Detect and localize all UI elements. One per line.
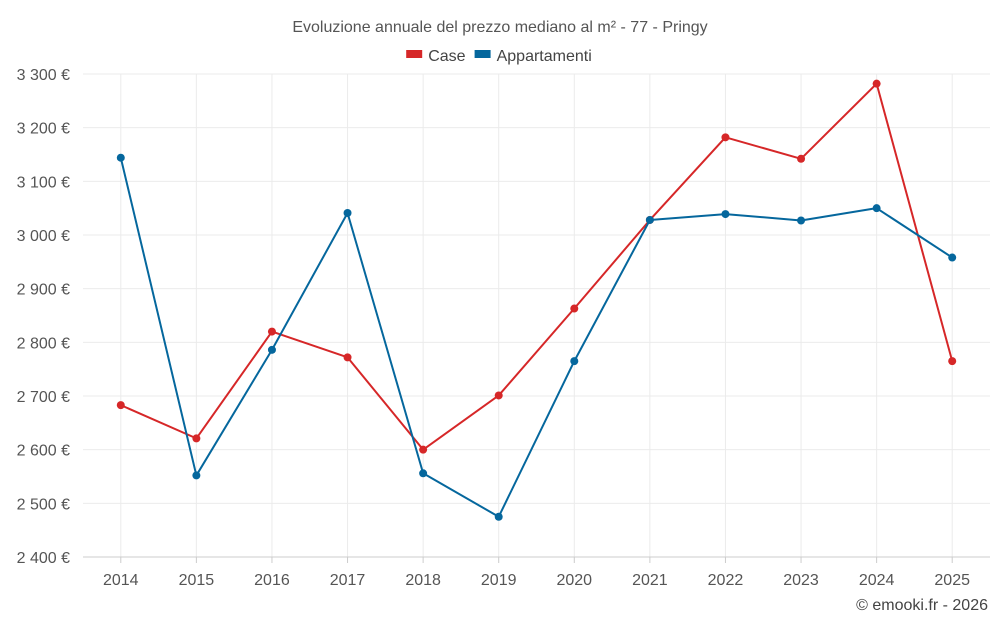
x-tick-label: 2015 (179, 572, 215, 589)
x-tick-label: 2023 (783, 572, 819, 589)
legend-label: Case (428, 48, 465, 65)
x-axis: 2014 2015 2016 2017 2018 2019 2020 2021 2022 2023… (83, 556, 990, 589)
data-point-case[interactable] (797, 154, 806, 163)
y-tick-label: 3 200 € (17, 121, 70, 138)
chart-title: Evoluzione annuale del prezzo mediano al… (292, 19, 707, 36)
series-layer (116, 79, 957, 521)
data-point-appartamenti[interactable] (948, 253, 957, 262)
y-tick-label: 2 900 € (17, 282, 70, 299)
chart-credit: © emooki.fr - 2026 (856, 597, 988, 614)
x-tick-label: 2025 (934, 572, 970, 589)
data-point-case[interactable] (192, 434, 201, 443)
grid (83, 73, 990, 557)
data-point-case[interactable] (872, 79, 881, 88)
data-point-case[interactable] (419, 445, 428, 454)
data-point-appartamenti[interactable] (570, 357, 579, 366)
legend-item-appartamenti[interactable]: Appartamenti (474, 48, 592, 65)
y-tick-label: 2 400 € (17, 550, 70, 567)
data-point-appartamenti[interactable] (267, 345, 276, 354)
data-point-case[interactable] (570, 304, 579, 313)
y-tick-label: 2 600 € (17, 443, 70, 460)
y-tick-label: 3 100 € (17, 174, 70, 191)
data-point-case[interactable] (267, 327, 276, 336)
data-point-appartamenti[interactable] (721, 210, 730, 219)
data-point-appartamenti[interactable] (343, 208, 352, 217)
x-tick-label: 2016 (254, 572, 290, 589)
series-line-case (120, 82, 954, 451)
legend-swatch (406, 50, 423, 58)
x-tick-label: 2022 (708, 572, 744, 589)
legend-swatch (474, 50, 491, 58)
data-point-case[interactable] (343, 353, 352, 362)
x-tick-label: 2024 (859, 572, 895, 589)
y-tick-label: 2 500 € (17, 496, 70, 513)
data-point-appartamenti[interactable] (419, 469, 428, 478)
data-point-case[interactable] (721, 133, 730, 142)
data-point-appartamenti[interactable] (645, 215, 654, 224)
x-tick-label: 2014 (103, 572, 139, 589)
x-tick-label: 2020 (556, 572, 592, 589)
x-tick-label: 2021 (632, 572, 668, 589)
y-tick-label: 3 000 € (17, 228, 70, 245)
y-tick-label: 2 800 € (17, 335, 70, 352)
x-tick-label: 2018 (405, 572, 441, 589)
y-axis: 2 400 € 2 500 € 2 600 € 2 700 € 2 800 € 2 900… (17, 67, 70, 567)
x-tick-label: 2017 (330, 572, 366, 589)
data-point-appartamenti[interactable] (872, 204, 881, 213)
y-tick-label: 3 300 € (17, 67, 70, 84)
data-point-appartamenti[interactable] (116, 153, 125, 162)
series-line-appartamenti (119, 157, 953, 518)
data-point-appartamenti[interactable] (494, 512, 503, 521)
data-point-case[interactable] (948, 357, 957, 366)
x-tick-label: 2019 (481, 572, 517, 589)
data-point-case[interactable] (494, 391, 503, 400)
data-point-appartamenti[interactable] (192, 471, 201, 480)
legend: Case Appartamenti (406, 48, 592, 65)
data-point-case[interactable] (116, 401, 125, 410)
series-appartamenti (116, 153, 957, 521)
legend-label: Appartamenti (497, 48, 592, 65)
legend-item-case[interactable]: Case (406, 48, 466, 65)
y-tick-label: 2 700 € (17, 389, 70, 406)
data-point-appartamenti[interactable] (797, 216, 806, 225)
